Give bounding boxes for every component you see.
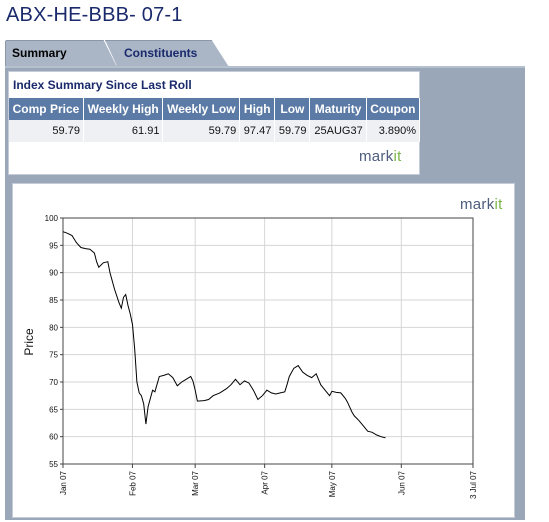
y-tick-label: 65: [49, 405, 58, 414]
chart-panel: markit 55 60 65 70 75 80 85 90 95 100 Jan 07 Feb 07…: [12, 183, 515, 518]
y-tick-label: 70: [49, 378, 58, 387]
chart-markit-logo-part2: it: [494, 196, 503, 213]
column-header-weekly-low: Weekly Low: [162, 98, 241, 120]
index-summary-panel: Index Summary Since Last Roll Comp Price…: [8, 71, 421, 175]
x-tick-label: May 07: [328, 470, 337, 497]
page-title: ABX-HE-BBB- 07-1: [6, 4, 183, 26]
cell-weekly-low: 59.79: [162, 120, 241, 142]
cell-coupon: 3.890%: [366, 120, 421, 142]
summary-header-row: Comp Price Weekly High Weekly Low High L…: [9, 98, 421, 120]
chart-markit-logo-part1: mark: [460, 196, 495, 213]
y-tick-label: 80: [49, 323, 58, 332]
price-chart: 55 60 65 70 75 80 85 90 95 100 Jan 07 Feb 07 Mar 07 A…: [22, 214, 478, 499]
x-tick-label: Feb 07: [128, 470, 137, 495]
y-tick-label: 75: [49, 351, 58, 360]
table-row: 59.79 61.91 59.79 97.47 59.79 25AUG37 3.…: [9, 120, 421, 142]
chart-markit-logo: markit: [460, 196, 503, 213]
column-header-weekly-high: Weekly High: [83, 98, 164, 120]
column-header-low: Low: [274, 98, 311, 120]
x-tick-label: 3 Jul 07: [469, 470, 478, 499]
x-tick-label: Jun 07: [397, 470, 406, 495]
tab-bar: Summary Constituents: [5, 40, 525, 67]
y-tick-label: 55: [49, 460, 58, 469]
series-layer: [62, 231, 386, 439]
cell-weekly-high: 61.91: [83, 120, 164, 142]
markit-logo: markit: [359, 148, 402, 165]
y-tick-label: 95: [49, 241, 58, 250]
summary-table: Comp Price Weekly High Weekly Low High L…: [9, 98, 421, 142]
cell-comp-price: 59.79: [9, 120, 84, 142]
cell-maturity: 25AUG37: [309, 120, 367, 142]
grid-layer: [63, 218, 473, 464]
cell-low: 59.79: [274, 120, 311, 142]
x-tick-label: Apr 07: [261, 470, 270, 494]
markit-logo-part1: mark: [359, 148, 394, 165]
markit-logo-part2: it: [393, 148, 402, 165]
plot-background: [63, 218, 473, 464]
y-tick-label: 85: [49, 296, 58, 305]
y-tick-label: 100: [45, 214, 59, 223]
column-header-comp-price: Comp Price: [9, 98, 84, 120]
y-tick-label: 60: [49, 433, 58, 442]
x-tick-label: Mar 07: [191, 470, 200, 495]
x-tick-label: Jan 07: [59, 470, 68, 495]
plot-area: [62, 217, 474, 465]
summary-heading: Index Summary Since Last Roll: [13, 78, 192, 92]
tab-summary[interactable]: Summary: [5, 40, 117, 67]
tab-constituents[interactable]: Constituents: [105, 40, 229, 67]
price-series-line: [62, 231, 386, 439]
column-header-high: High: [239, 98, 276, 120]
column-header-coupon: Coupon: [366, 98, 421, 120]
axis-layer: 55 60 65 70 75 80 85 90 95 100 Jan 07 Feb 07 Mar 07 A…: [45, 214, 478, 499]
cell-high: 97.47: [239, 120, 276, 142]
y-axis-label: Price: [22, 328, 36, 356]
column-header-maturity: Maturity: [309, 98, 367, 120]
y-tick-label: 90: [49, 269, 58, 278]
